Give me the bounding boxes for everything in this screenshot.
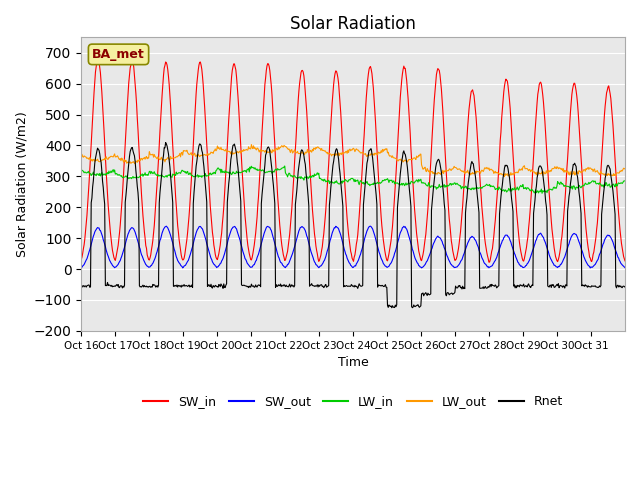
Rnet — [269, 176, 276, 181]
Rnet — [242, 283, 250, 289]
Line: Rnet: Rnet — [81, 143, 625, 308]
Y-axis label: Solar Radiation (W/m2): Solar Radiation (W/m2) — [15, 111, 28, 257]
SW_out — [621, 265, 629, 271]
SW_in — [485, 259, 493, 265]
LW_out — [141, 156, 149, 162]
SW_out — [289, 251, 296, 256]
SW_out — [367, 223, 374, 229]
LW_in — [281, 163, 289, 169]
Rnet — [141, 284, 149, 289]
Legend: SW_in, SW_out, LW_in, LW_out, Rnet: SW_in, SW_out, LW_in, LW_out, Rnet — [138, 390, 568, 413]
LW_in — [621, 178, 629, 184]
Rnet — [621, 284, 629, 290]
LW_out — [241, 147, 249, 153]
LW_out — [440, 168, 448, 174]
Rnet — [411, 303, 419, 309]
LW_out — [410, 156, 417, 161]
Rnet — [162, 140, 170, 145]
LW_in — [268, 170, 276, 176]
Text: BA_met: BA_met — [92, 48, 145, 61]
LW_in — [410, 180, 417, 186]
SW_out — [440, 245, 448, 251]
SW_in — [95, 57, 102, 62]
Rnet — [441, 207, 449, 213]
SW_out — [77, 264, 85, 270]
LW_in — [241, 168, 249, 174]
Line: LW_out: LW_out — [81, 144, 625, 177]
LW_out — [500, 174, 508, 180]
LW_in — [440, 181, 448, 187]
SW_in — [242, 221, 250, 227]
Rnet — [388, 305, 396, 311]
LW_in — [289, 173, 297, 179]
Rnet — [289, 283, 297, 288]
LW_out — [621, 166, 629, 172]
LW_in — [77, 167, 85, 173]
SW_out — [268, 230, 276, 236]
X-axis label: Time: Time — [338, 356, 369, 369]
LW_in — [141, 170, 149, 176]
LW_out — [289, 149, 297, 155]
SW_out — [141, 260, 149, 266]
Line: LW_in: LW_in — [81, 166, 625, 193]
LW_out — [77, 152, 85, 157]
SW_in — [410, 194, 417, 200]
SW_in — [142, 243, 150, 249]
SW_in — [269, 105, 276, 110]
SW_in — [440, 133, 448, 139]
Title: Solar Radiation: Solar Radiation — [290, 15, 416, 33]
SW_out — [586, 265, 594, 271]
LW_out — [269, 147, 276, 153]
SW_in — [77, 257, 85, 263]
Line: SW_out: SW_out — [81, 226, 625, 268]
SW_in — [289, 183, 297, 189]
Rnet — [77, 283, 85, 288]
Line: SW_in: SW_in — [81, 60, 625, 262]
SW_out — [410, 251, 417, 257]
LW_out — [248, 142, 255, 147]
SW_in — [621, 258, 629, 264]
SW_out — [241, 256, 249, 262]
LW_in — [538, 191, 546, 196]
